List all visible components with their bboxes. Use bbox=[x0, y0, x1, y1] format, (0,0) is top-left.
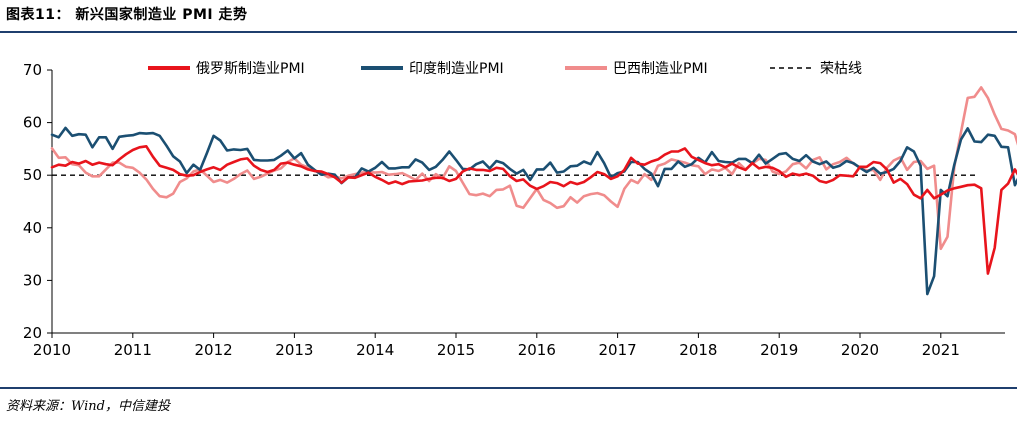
x-tick-label-2016: 2016 bbox=[518, 341, 556, 359]
series-layer bbox=[50, 86, 1017, 296]
y-tick-label-30: 30 bbox=[23, 271, 42, 289]
y-tick-label-40: 40 bbox=[23, 219, 42, 237]
y-tick-label-50: 50 bbox=[23, 166, 42, 184]
legend-label-russia: 俄罗斯制造业PMI bbox=[196, 61, 305, 77]
y-tick-label-60: 60 bbox=[23, 114, 42, 132]
x-tick-label-2012: 2012 bbox=[195, 341, 233, 359]
top-rule bbox=[0, 31, 1017, 33]
x-tick-label-2018: 2018 bbox=[679, 341, 717, 359]
x-tick-label-2015: 2015 bbox=[437, 341, 475, 359]
legend-label-boom-line: 荣枯线 bbox=[820, 61, 862, 77]
x-tick-label-2019: 2019 bbox=[760, 341, 798, 359]
x-tick-label-2021: 2021 bbox=[922, 341, 960, 359]
figure-title: 图表11： 新兴国家制造业 PMI 走势 bbox=[6, 7, 248, 23]
series-line-brazil bbox=[50, 86, 1017, 251]
series-line-india bbox=[50, 126, 1017, 296]
pmi-line-chart: 20 30 40 50 60 70 2010 2011 2012 2013 2014 2015 2016… bbox=[23, 61, 1017, 359]
x-tick-label-2011: 2011 bbox=[114, 341, 152, 359]
y-tick-label-70: 70 bbox=[23, 61, 42, 79]
legend-label-india: 印度制造业PMI bbox=[409, 61, 504, 77]
x-tick-label-2017: 2017 bbox=[599, 341, 637, 359]
x-tick-label-2013: 2013 bbox=[275, 341, 313, 359]
legend-label-brazil: 巴西制造业PMI bbox=[613, 61, 708, 77]
y-tick-label-20: 20 bbox=[23, 324, 42, 342]
x-tick-label-2010: 2010 bbox=[33, 341, 71, 359]
axes-layer: 20 30 40 50 60 70 2010 2011 2012 2013 2014 2015 2016… bbox=[23, 61, 1005, 359]
x-tick-label-2014: 2014 bbox=[356, 341, 394, 359]
x-tick-label-2020: 2020 bbox=[841, 341, 879, 359]
series-line-russia bbox=[50, 145, 1017, 275]
legend: 俄罗斯制造业PMI 印度制造业PMI 巴西制造业PMI 荣枯线 bbox=[148, 61, 862, 77]
bottom-rule bbox=[0, 387, 1017, 389]
source-note: 资料来源：Wind，中信建投 bbox=[6, 399, 170, 414]
